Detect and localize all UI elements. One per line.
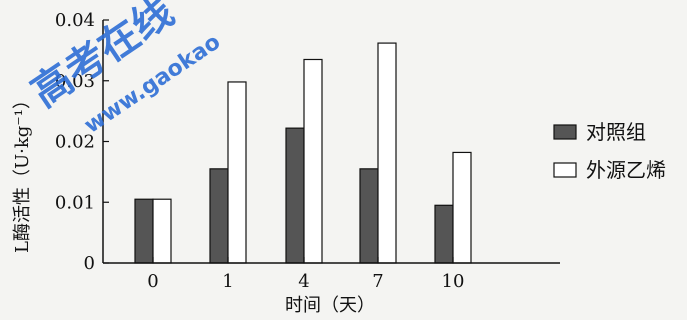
x-axis-label: 时间（天） [285,295,375,316]
bar-control-4 [285,127,305,264]
legend-swatch [553,162,577,178]
bar-control-7 [359,168,379,264]
y-axis-label: L酶活性（U·kg⁻¹） [12,91,33,253]
legend-label: 对照组 [586,120,646,144]
bar-ethylene-10 [452,151,472,264]
y-tick-label: 0.03 [55,71,95,92]
y-tick-label: 0.04 [55,10,95,31]
x-tick-label: 1 [222,271,233,292]
y-tick-label: 0.02 [55,132,95,153]
x-tick-label: 7 [372,271,383,292]
y-tick-label: 0 [84,253,95,274]
bar-ethylene-0 [152,198,172,264]
bar-ethylene-1 [227,81,247,264]
bar-ethylene-7 [377,42,397,264]
legend-swatch [553,124,577,140]
bar-ethylene-4 [303,58,323,264]
x-tick-label: 10 [442,271,465,292]
x-tick-label: 0 [147,271,158,292]
x-ticks-group: 0 1 4 7 10 [147,257,464,292]
bar-control-0 [134,198,154,264]
bar-control-10 [434,204,454,264]
x-tick-label: 4 [298,271,309,292]
bars-group [134,42,472,264]
y-tick-label: 0.01 [55,192,95,213]
legend-label: 外源乙烯 [586,158,666,182]
y-ticks-group: 0 0.01 0.02 0.03 0.04 [55,10,109,274]
bar-control-1 [209,168,229,264]
